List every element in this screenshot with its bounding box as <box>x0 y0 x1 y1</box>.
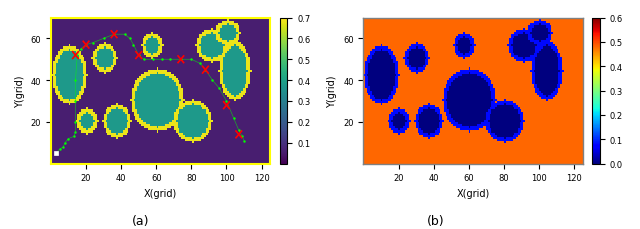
Y-axis label: Y(grid): Y(grid) <box>328 75 337 107</box>
Text: (b): (b) <box>426 215 444 227</box>
Y-axis label: Y(grid): Y(grid) <box>15 75 25 107</box>
X-axis label: X(grid): X(grid) <box>144 188 177 198</box>
Text: (a): (a) <box>132 215 150 227</box>
X-axis label: X(grid): X(grid) <box>456 188 490 198</box>
